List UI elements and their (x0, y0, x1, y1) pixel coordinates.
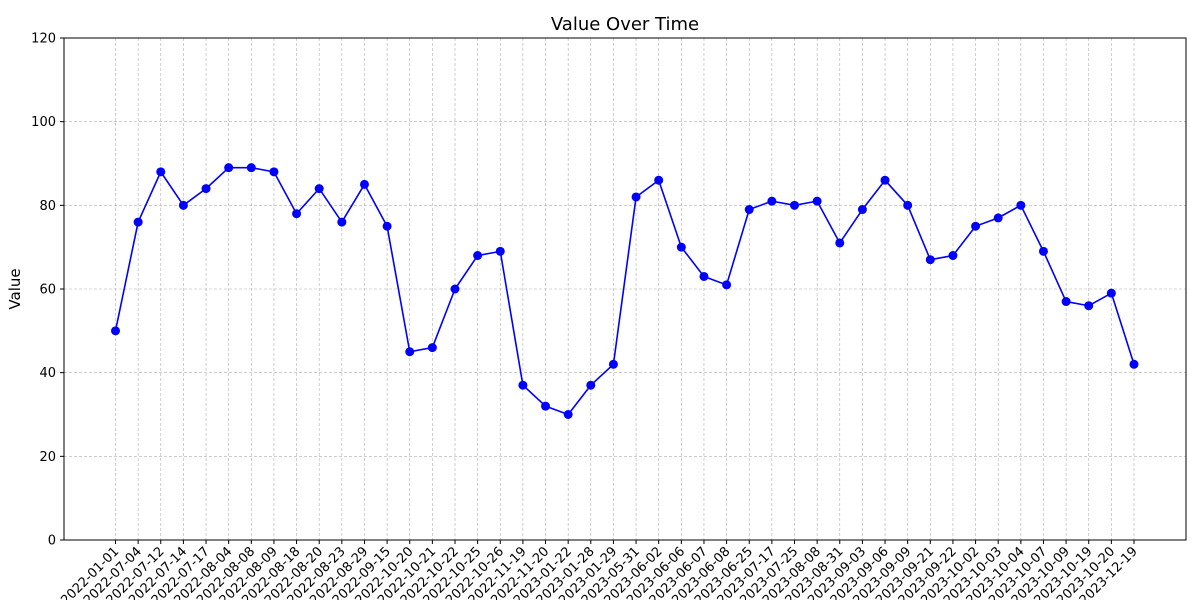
y-tick-label: 120 (31, 32, 56, 47)
series-polyline (114, 166, 1135, 416)
y-tick-label: 40 (39, 366, 56, 381)
y-tick-label: 100 (31, 115, 56, 130)
data-point (224, 163, 234, 173)
data-point (450, 284, 460, 294)
data-point (1129, 359, 1139, 369)
data-point (654, 175, 664, 185)
series-line (114, 166, 1135, 416)
data-point (993, 213, 1003, 223)
data-point (563, 410, 573, 419)
data-point (925, 255, 935, 265)
data-point (948, 251, 958, 261)
y-tick-label: 0 (48, 534, 56, 549)
data-point (541, 401, 551, 411)
data-point (790, 200, 799, 210)
data-point (518, 380, 528, 390)
data-point (1016, 200, 1026, 210)
data-point (1038, 246, 1048, 256)
data-point (699, 271, 709, 281)
data-point (767, 196, 777, 206)
data-point (337, 217, 347, 227)
data-point (676, 242, 686, 252)
data-point (382, 221, 392, 231)
data-point (201, 184, 211, 194)
data-point (405, 347, 415, 357)
data-point (857, 205, 867, 215)
x-axis-ticks: 2022-01-012022-07-042022-07-122022-07-14… (58, 540, 1141, 600)
data-point (178, 200, 188, 210)
data-point (133, 217, 143, 227)
data-point (722, 280, 732, 290)
data-point (971, 221, 981, 231)
data-point (495, 246, 505, 256)
chart-title: Value Over Time (551, 14, 699, 35)
y-axis-label: Value (6, 268, 24, 309)
data-point (314, 184, 324, 194)
data-point (473, 251, 483, 261)
data-point (608, 359, 618, 369)
data-point (1084, 301, 1094, 311)
y-tick-label: 20 (39, 450, 56, 465)
data-point (246, 163, 256, 173)
data-point (903, 200, 913, 210)
data-point (586, 380, 596, 390)
data-point (880, 175, 890, 185)
data-point (744, 205, 754, 215)
data-point (111, 326, 120, 336)
data-point (269, 167, 279, 177)
y-tick-label: 80 (39, 199, 56, 214)
data-point (1061, 297, 1071, 307)
data-point (292, 209, 302, 219)
data-point (835, 238, 845, 248)
data-point (359, 179, 369, 189)
data-point (1106, 288, 1116, 298)
y-axis-ticks: 0 20 40 60 80 100 120 (31, 32, 64, 549)
data-point (156, 167, 166, 177)
data-point (812, 196, 822, 206)
data-points (111, 163, 1139, 419)
data-point (631, 192, 641, 202)
data-point (427, 343, 437, 353)
y-tick-label: 60 (39, 283, 56, 298)
